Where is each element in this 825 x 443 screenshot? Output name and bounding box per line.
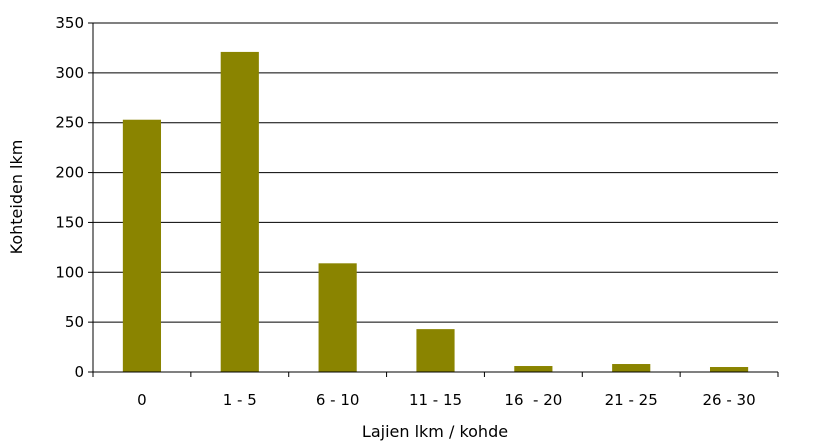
bar-1 (220, 51, 259, 372)
x-tick-label: 11 - 15 (409, 391, 462, 409)
x-axis-title: Lajien lkm / kohde (362, 422, 508, 441)
gridlines (93, 22, 778, 323)
bar-5 (612, 364, 651, 372)
x-ticks: 0 1 - 5 6 - 10 11 - 15 16 - 20 21 - 25 26 - 30 (92, 372, 779, 409)
x-tick-label: 26 - 30 (703, 391, 756, 409)
bar-2 (318, 263, 357, 372)
x-tick-label: 16 - 20 (504, 391, 562, 409)
y-axis-title: Kohteiden lkm (7, 140, 26, 255)
y-tick-label: 300 (55, 64, 84, 82)
bar-6 (709, 367, 749, 372)
y-tick-label: 200 (55, 164, 84, 182)
bar-4 (514, 366, 553, 372)
bar-0 (122, 119, 162, 372)
y-ticks: 0 50 100 150 200 250 300 350 (55, 14, 93, 381)
y-tick-label: 350 (55, 14, 84, 32)
bar-3 (416, 329, 455, 372)
y-tick-label: 50 (65, 313, 84, 331)
y-tick-label: 150 (55, 213, 84, 231)
y-tick-label: 100 (55, 263, 84, 281)
y-tick-label: 0 (74, 363, 84, 381)
x-tick-label: 1 - 5 (223, 391, 257, 409)
y-tick-label: 250 (55, 114, 84, 132)
bars (122, 51, 749, 372)
x-tick-label: 0 (137, 391, 147, 409)
x-tick-label: 6 - 10 (316, 391, 360, 409)
x-tick-label: 21 - 25 (605, 391, 658, 409)
